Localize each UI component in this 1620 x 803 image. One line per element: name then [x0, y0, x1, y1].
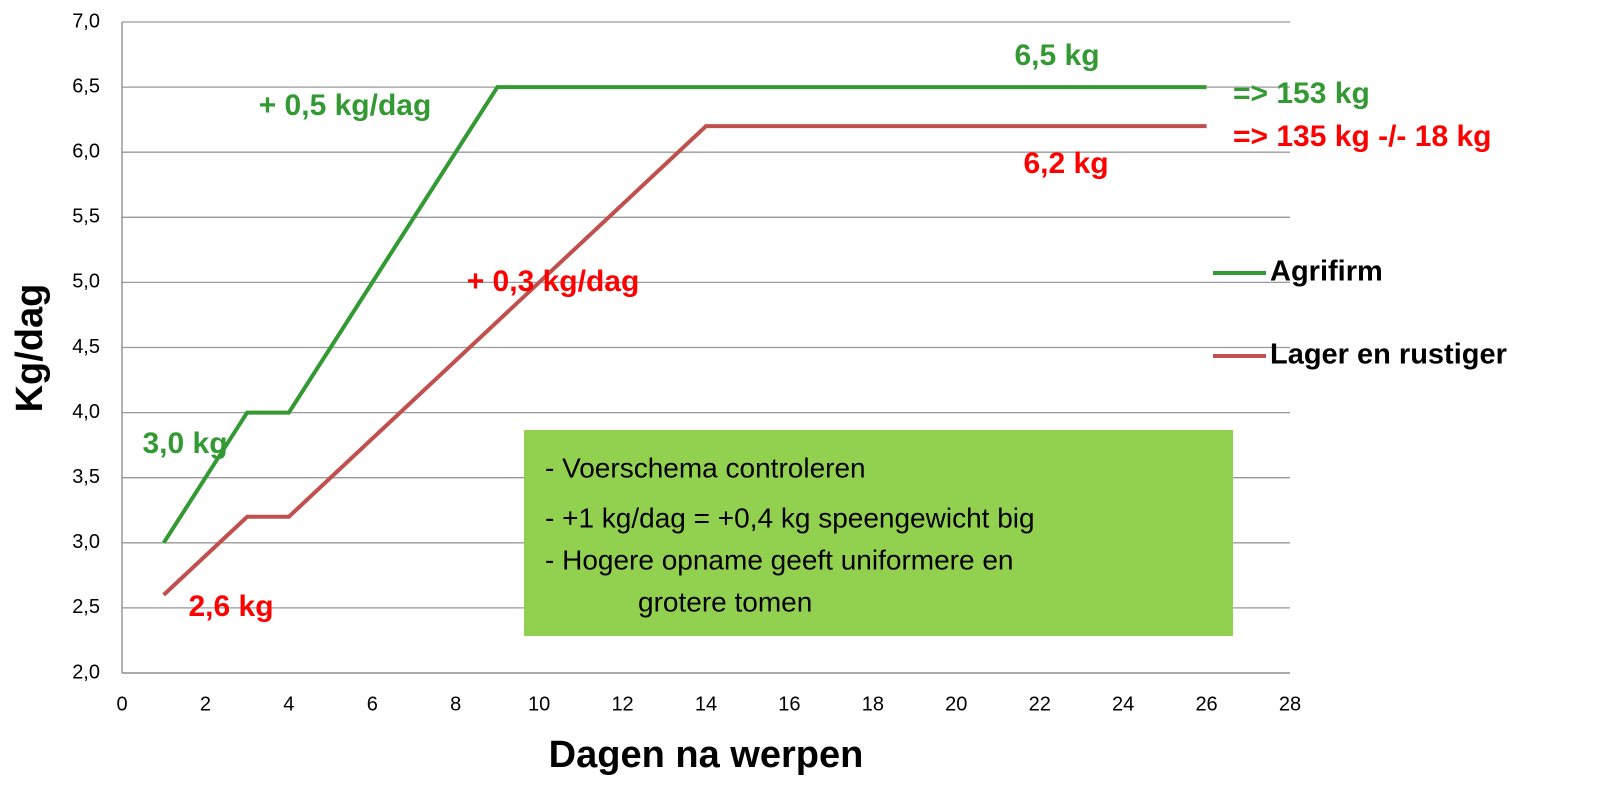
- x-tick-label: 14: [695, 693, 717, 715]
- x-tick-label: 10: [528, 693, 550, 715]
- y-tick-label: 2,0: [72, 661, 100, 683]
- x-tick-label: 8: [450, 693, 461, 715]
- annotation: => 135 kg -/- 18 kg: [1233, 120, 1491, 153]
- y-tick-label: 3,5: [72, 466, 100, 488]
- x-tick-label: 28: [1279, 693, 1301, 715]
- y-tick-label: 5,0: [72, 271, 100, 293]
- text-box-line: - Voerschema controleren: [545, 452, 866, 483]
- x-axis-title: Dagen na werpen: [549, 734, 864, 776]
- x-tick-label: 16: [778, 693, 800, 715]
- legend-label: Lager en rustiger: [1270, 339, 1507, 371]
- series-line: [162, 124, 1207, 597]
- y-axis-title: Kg/dag: [9, 284, 51, 413]
- annotation: 6,2 kg: [1023, 147, 1108, 180]
- y-tick-label: 6,0: [72, 140, 100, 162]
- x-tick-label: 18: [862, 693, 884, 715]
- annotation: 3,0 kg: [142, 427, 227, 460]
- text-box-line: - Hogere opname geeft uniformere en: [545, 544, 1014, 575]
- legend-label: Agrifirm: [1270, 256, 1383, 288]
- text-box: [524, 430, 1233, 636]
- x-tick-label: 24: [1112, 693, 1134, 715]
- x-tick-label: 6: [367, 693, 378, 715]
- text-box-line: grotere tomen: [638, 586, 812, 617]
- x-tick-label: 2: [200, 693, 211, 715]
- x-tick-label: 20: [945, 693, 967, 715]
- y-tick-label: 6,5: [72, 75, 100, 97]
- y-tick-label: 5,5: [72, 206, 100, 228]
- x-tick-label: 22: [1029, 693, 1051, 715]
- annotation: + 0,3 kg/dag: [467, 265, 640, 298]
- y-tick-label: 2,5: [72, 596, 100, 618]
- annotation: + 0,5 kg/dag: [259, 89, 432, 122]
- x-tick-label: 12: [611, 693, 633, 715]
- y-tick-label: 3,0: [72, 531, 100, 553]
- text-box-line: - +1 kg/dag = +0,4 kg speengewicht big: [545, 502, 1035, 533]
- annotation: => 153 kg: [1233, 77, 1370, 110]
- x-tick-label: 0: [116, 693, 127, 715]
- y-tick-label: 4,0: [72, 401, 100, 423]
- series-line: [162, 85, 1207, 544]
- annotation: 6,5 kg: [1014, 39, 1099, 72]
- y-tick-label: 4,5: [72, 336, 100, 358]
- x-tick-label: 26: [1195, 693, 1217, 715]
- x-tick-label: 4: [283, 693, 294, 715]
- y-tick-label: 7,0: [72, 10, 100, 32]
- annotation: 2,6 kg: [188, 590, 273, 623]
